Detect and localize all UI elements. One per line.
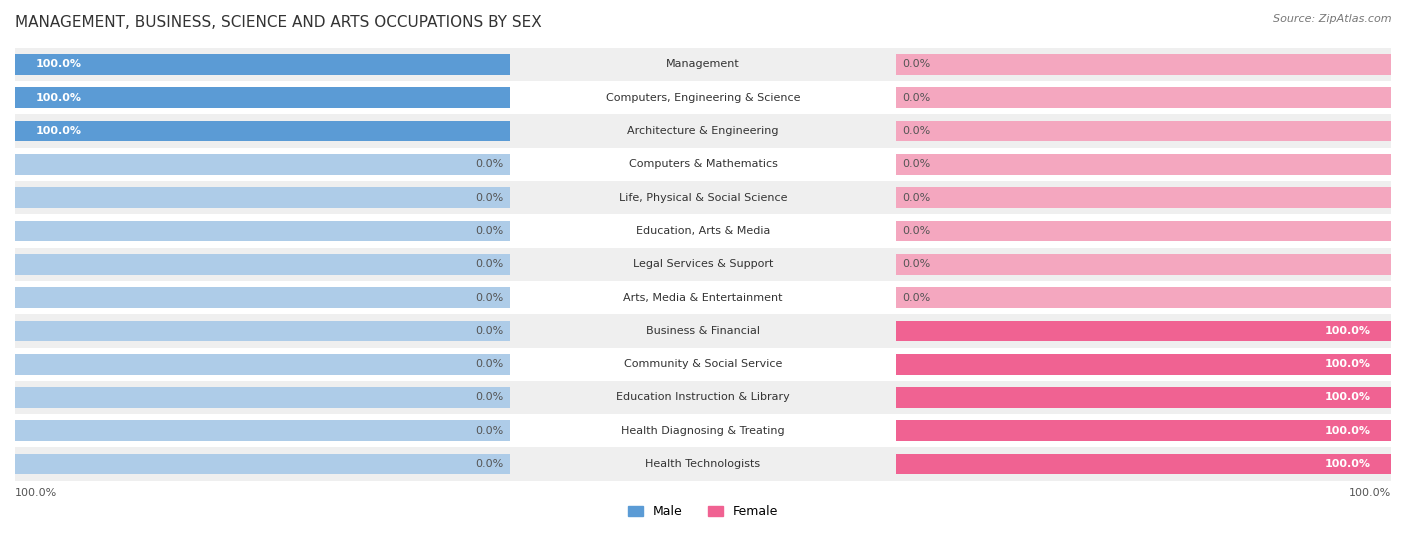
Text: 100.0%: 100.0% — [1324, 392, 1371, 402]
Text: 100.0%: 100.0% — [35, 126, 82, 136]
Text: 0.0%: 0.0% — [903, 292, 931, 302]
Text: Education, Arts & Media: Education, Arts & Media — [636, 226, 770, 236]
Bar — [15, 454, 510, 475]
Text: Arts, Media & Entertainment: Arts, Media & Entertainment — [623, 292, 783, 302]
Bar — [896, 254, 1391, 274]
Bar — [15, 348, 1391, 381]
Text: 0.0%: 0.0% — [903, 159, 931, 169]
Text: 0.0%: 0.0% — [475, 292, 503, 302]
Bar — [15, 381, 1391, 414]
Text: Business & Financial: Business & Financial — [645, 326, 761, 336]
Bar — [896, 54, 1391, 74]
Text: Legal Services & Support: Legal Services & Support — [633, 259, 773, 269]
Text: 0.0%: 0.0% — [475, 159, 503, 169]
Text: 0.0%: 0.0% — [475, 226, 503, 236]
Text: 100.0%: 100.0% — [1324, 326, 1371, 336]
Text: 100.0%: 100.0% — [1348, 488, 1391, 498]
Bar — [15, 287, 510, 308]
Text: 100.0%: 100.0% — [1324, 426, 1371, 436]
Bar — [15, 354, 510, 375]
Text: 0.0%: 0.0% — [475, 359, 503, 369]
Text: 0.0%: 0.0% — [475, 259, 503, 269]
Bar — [896, 287, 1391, 308]
Bar — [15, 121, 510, 141]
Bar — [896, 420, 1391, 441]
Bar — [15, 54, 510, 74]
Bar — [15, 248, 1391, 281]
Bar — [896, 154, 1391, 174]
Text: Health Technologists: Health Technologists — [645, 459, 761, 469]
Bar — [896, 387, 1391, 408]
Text: 100.0%: 100.0% — [1324, 459, 1371, 469]
Bar — [896, 454, 1391, 475]
Text: 0.0%: 0.0% — [903, 259, 931, 269]
Bar — [896, 320, 1391, 341]
Bar — [15, 54, 510, 74]
Bar — [15, 214, 1391, 248]
Text: 100.0%: 100.0% — [35, 93, 82, 102]
Text: Community & Social Service: Community & Social Service — [624, 359, 782, 369]
Bar — [15, 387, 510, 408]
Text: Architecture & Engineering: Architecture & Engineering — [627, 126, 779, 136]
Bar — [15, 448, 1391, 481]
Text: Source: ZipAtlas.com: Source: ZipAtlas.com — [1274, 14, 1392, 24]
Bar — [896, 420, 1391, 441]
Bar — [15, 154, 510, 174]
Text: MANAGEMENT, BUSINESS, SCIENCE AND ARTS OCCUPATIONS BY SEX: MANAGEMENT, BUSINESS, SCIENCE AND ARTS O… — [15, 15, 541, 30]
Text: 0.0%: 0.0% — [475, 392, 503, 402]
Text: 100.0%: 100.0% — [15, 488, 58, 498]
Bar — [15, 320, 510, 341]
Text: 0.0%: 0.0% — [475, 426, 503, 436]
Bar — [15, 314, 1391, 348]
Bar — [15, 87, 510, 108]
Bar — [896, 354, 1391, 375]
Bar — [15, 420, 510, 441]
Text: 100.0%: 100.0% — [1324, 359, 1371, 369]
Text: 0.0%: 0.0% — [475, 192, 503, 202]
Bar — [896, 454, 1391, 475]
Bar — [896, 87, 1391, 108]
Text: 100.0%: 100.0% — [35, 59, 82, 69]
Bar — [15, 87, 510, 108]
Text: Management: Management — [666, 59, 740, 69]
Bar — [15, 221, 510, 241]
Bar — [15, 81, 1391, 114]
Bar — [15, 187, 510, 208]
Text: 0.0%: 0.0% — [903, 226, 931, 236]
Text: 0.0%: 0.0% — [475, 326, 503, 336]
Text: 0.0%: 0.0% — [475, 459, 503, 469]
Bar — [15, 254, 510, 274]
Text: 0.0%: 0.0% — [903, 126, 931, 136]
Bar — [15, 114, 1391, 148]
Bar — [896, 121, 1391, 141]
Bar — [896, 221, 1391, 241]
Bar — [896, 187, 1391, 208]
Text: Life, Physical & Social Science: Life, Physical & Social Science — [619, 192, 787, 202]
Bar — [15, 181, 1391, 214]
Bar — [15, 48, 1391, 81]
Text: 0.0%: 0.0% — [903, 93, 931, 102]
Bar — [896, 387, 1391, 408]
Bar — [15, 121, 510, 141]
Text: Health Diagnosing & Treating: Health Diagnosing & Treating — [621, 426, 785, 436]
Text: Computers & Mathematics: Computers & Mathematics — [628, 159, 778, 169]
Text: 0.0%: 0.0% — [903, 59, 931, 69]
Text: 0.0%: 0.0% — [903, 192, 931, 202]
Bar — [896, 320, 1391, 341]
Text: Education Instruction & Library: Education Instruction & Library — [616, 392, 790, 402]
Bar — [15, 414, 1391, 448]
Bar — [15, 281, 1391, 314]
Text: Computers, Engineering & Science: Computers, Engineering & Science — [606, 93, 800, 102]
Bar — [15, 148, 1391, 181]
Legend: Male, Female: Male, Female — [623, 500, 783, 523]
Bar — [896, 354, 1391, 375]
